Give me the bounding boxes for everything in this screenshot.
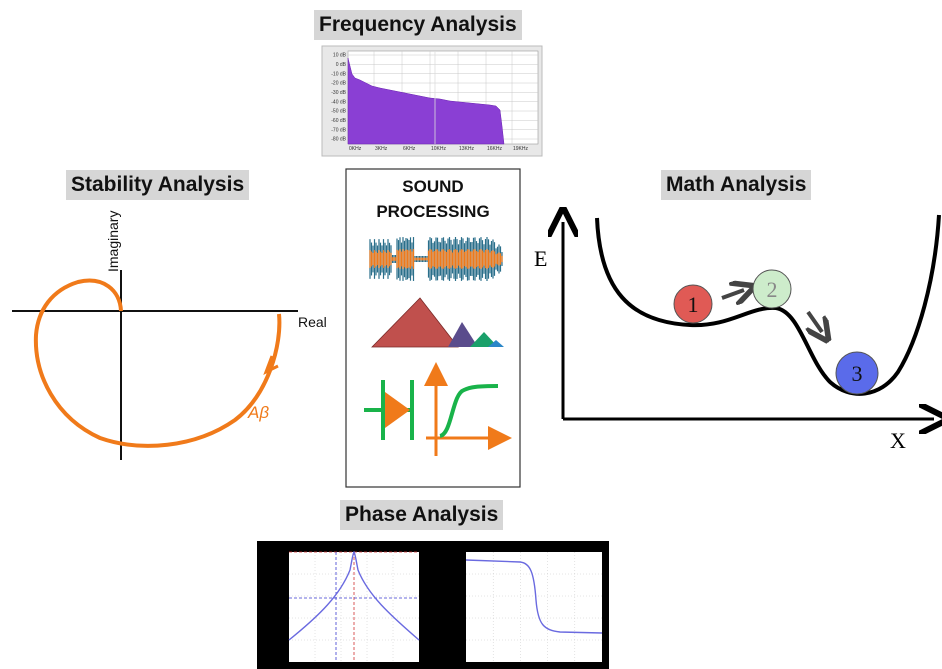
panel-line-2: PROCESSING [376, 202, 489, 221]
ball-label: 1 [688, 292, 699, 317]
phase-plots [257, 541, 609, 669]
nyquist-curve [36, 281, 280, 446]
waveform-icon [370, 237, 502, 281]
freq-tick-label: 10KHz [431, 146, 447, 152]
db-tick-label: -50 dB [331, 109, 346, 115]
position-axis-label: X [890, 428, 906, 453]
energy-axis-label: E [534, 246, 547, 271]
ball-label: 2 [767, 277, 778, 302]
real-axis-label: Real [298, 314, 327, 330]
frequency-spectrum: 10 dB 0 dB -10 dB -20 dB -30 dB -40 dB -50 dB -… [322, 46, 542, 156]
stability-plot: Imaginary Real Aβ [12, 211, 327, 460]
freq-tick-label: 6KHz [403, 146, 416, 152]
freq-tick-label: 19KHz [513, 146, 529, 152]
db-tick-label: -40 dB [331, 99, 346, 105]
db-tick-label: -20 dB [331, 81, 346, 87]
db-tick-label: -30 dB [331, 90, 346, 96]
db-tick-label: -70 dB [331, 127, 346, 133]
panel-line-1: SOUND [402, 177, 463, 196]
curve-label: Aβ [247, 403, 269, 422]
sound-processing-panel: SOUND PROCESSING [346, 169, 520, 487]
energy-landscape: E X 1 2 3 [534, 215, 939, 453]
ball-label: 3 [852, 361, 863, 386]
db-tick-label: 0 dB [336, 62, 347, 68]
db-tick-label: -80 dB [331, 137, 346, 143]
db-tick-label: -10 dB [331, 71, 346, 77]
freq-tick-label: 0KHz [349, 146, 362, 152]
freq-tick-label: 16KHz [487, 146, 503, 152]
db-tick-label: 10 dB [333, 53, 347, 59]
freq-tick-label: 13KHz [459, 146, 475, 152]
freq-tick-label: 3KHz [375, 146, 388, 152]
db-tick-label: -60 dB [331, 118, 346, 124]
imaginary-axis-label: Imaginary [105, 211, 121, 272]
